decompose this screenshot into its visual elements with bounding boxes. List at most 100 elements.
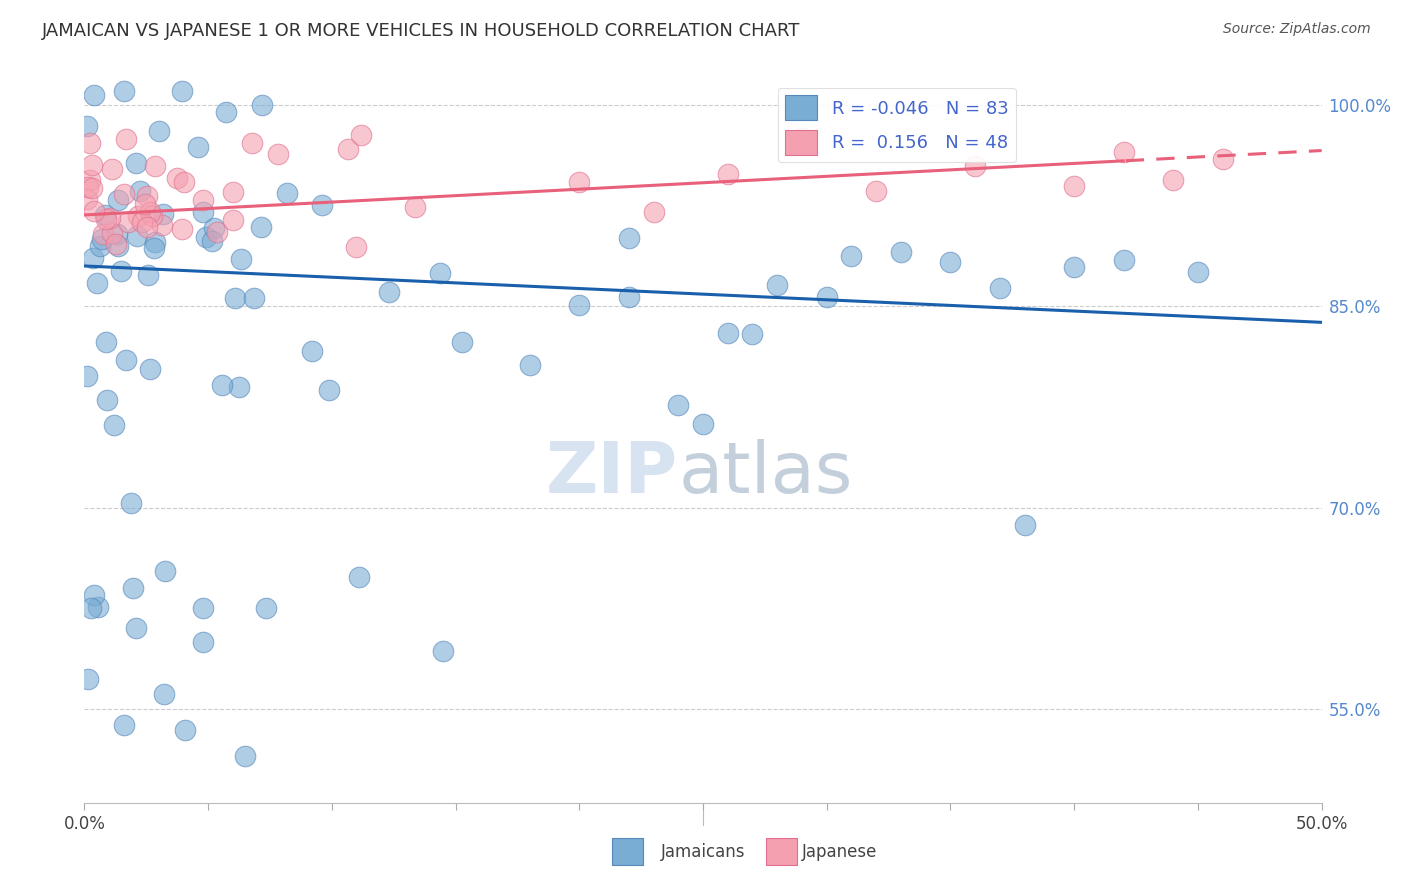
Point [194,230,217,244]
Legend: R = -0.046   N = 83, R =  0.156   N = 48: R = -0.046 N = 83, R = 0.156 N = 48 [778,87,1015,162]
Point [568,175,591,189]
Point [80,180,103,194]
Point [79,173,101,187]
Point [215,105,238,120]
Point [222,185,245,199]
Point [1161,173,1184,187]
Point [138,362,160,376]
Point [120,496,142,510]
Point [235,748,257,763]
Point [127,209,149,223]
Point [94,208,117,222]
Point [90,231,112,245]
Point [115,132,138,146]
Point [378,285,401,300]
Point [100,161,122,176]
Point [83,588,105,602]
Point [134,196,156,211]
Point [276,186,298,200]
Point [191,601,214,615]
Point [1063,260,1085,274]
Point [1187,265,1209,279]
Point [790,131,813,145]
Point [201,234,224,248]
Point [104,236,127,251]
Point [79,136,101,151]
Point [76,192,98,206]
Point [101,226,124,240]
Point [124,156,146,170]
Point [136,268,159,282]
Point [250,219,273,234]
Point [1112,145,1135,159]
Point [228,380,250,394]
Point [94,335,117,350]
Point [152,207,174,221]
Point [166,171,188,186]
Point [202,221,225,235]
Text: JAMAICAN VS JAPANESE 1 OR MORE VEHICLES IN HOUSEHOLD CORRELATION CHART: JAMAICAN VS JAPANESE 1 OR MORE VEHICLES … [42,22,800,40]
Point [152,219,174,233]
Point [76,673,98,687]
Point [692,417,714,432]
Point [187,140,209,154]
Point [988,280,1011,294]
Point [222,212,245,227]
Point [254,601,277,615]
Point [138,205,160,219]
Point [717,326,740,340]
Point [617,230,640,244]
Point [125,621,148,635]
Point [83,204,105,219]
Point [112,718,135,732]
Point [107,193,129,207]
Point [122,581,145,595]
Point [128,185,150,199]
Point [76,119,98,133]
Point [136,219,159,234]
Point [112,85,135,99]
Point [841,249,863,263]
Point [344,240,367,254]
Point [231,252,253,266]
Point [191,634,214,648]
Point [450,334,472,349]
Point [77,180,100,194]
Point [815,290,838,304]
Point [141,209,163,223]
Point [939,254,962,268]
Point [82,159,104,173]
Point [429,266,451,280]
Point [741,327,763,342]
Point [89,239,111,253]
Point [153,564,176,578]
Point [336,142,359,156]
Point [110,264,132,278]
Point [191,204,214,219]
Point [80,601,103,615]
Point [87,599,110,614]
Point [267,147,290,161]
Point [865,184,887,198]
Point [86,276,108,290]
Point [115,353,138,368]
Point [1063,179,1085,194]
Point [82,251,104,265]
Point [105,227,128,241]
Point [143,160,166,174]
Point [1212,152,1234,166]
Point [432,644,454,658]
Point [98,211,121,225]
Point [103,417,125,432]
Point [568,298,591,312]
Point [76,368,98,383]
Point [170,221,193,235]
Point [1014,517,1036,532]
Point [172,85,194,99]
Point [207,225,229,239]
Point [148,124,170,138]
Point [349,570,371,584]
Point [224,291,246,305]
Point [1112,253,1135,268]
Point [211,378,233,392]
